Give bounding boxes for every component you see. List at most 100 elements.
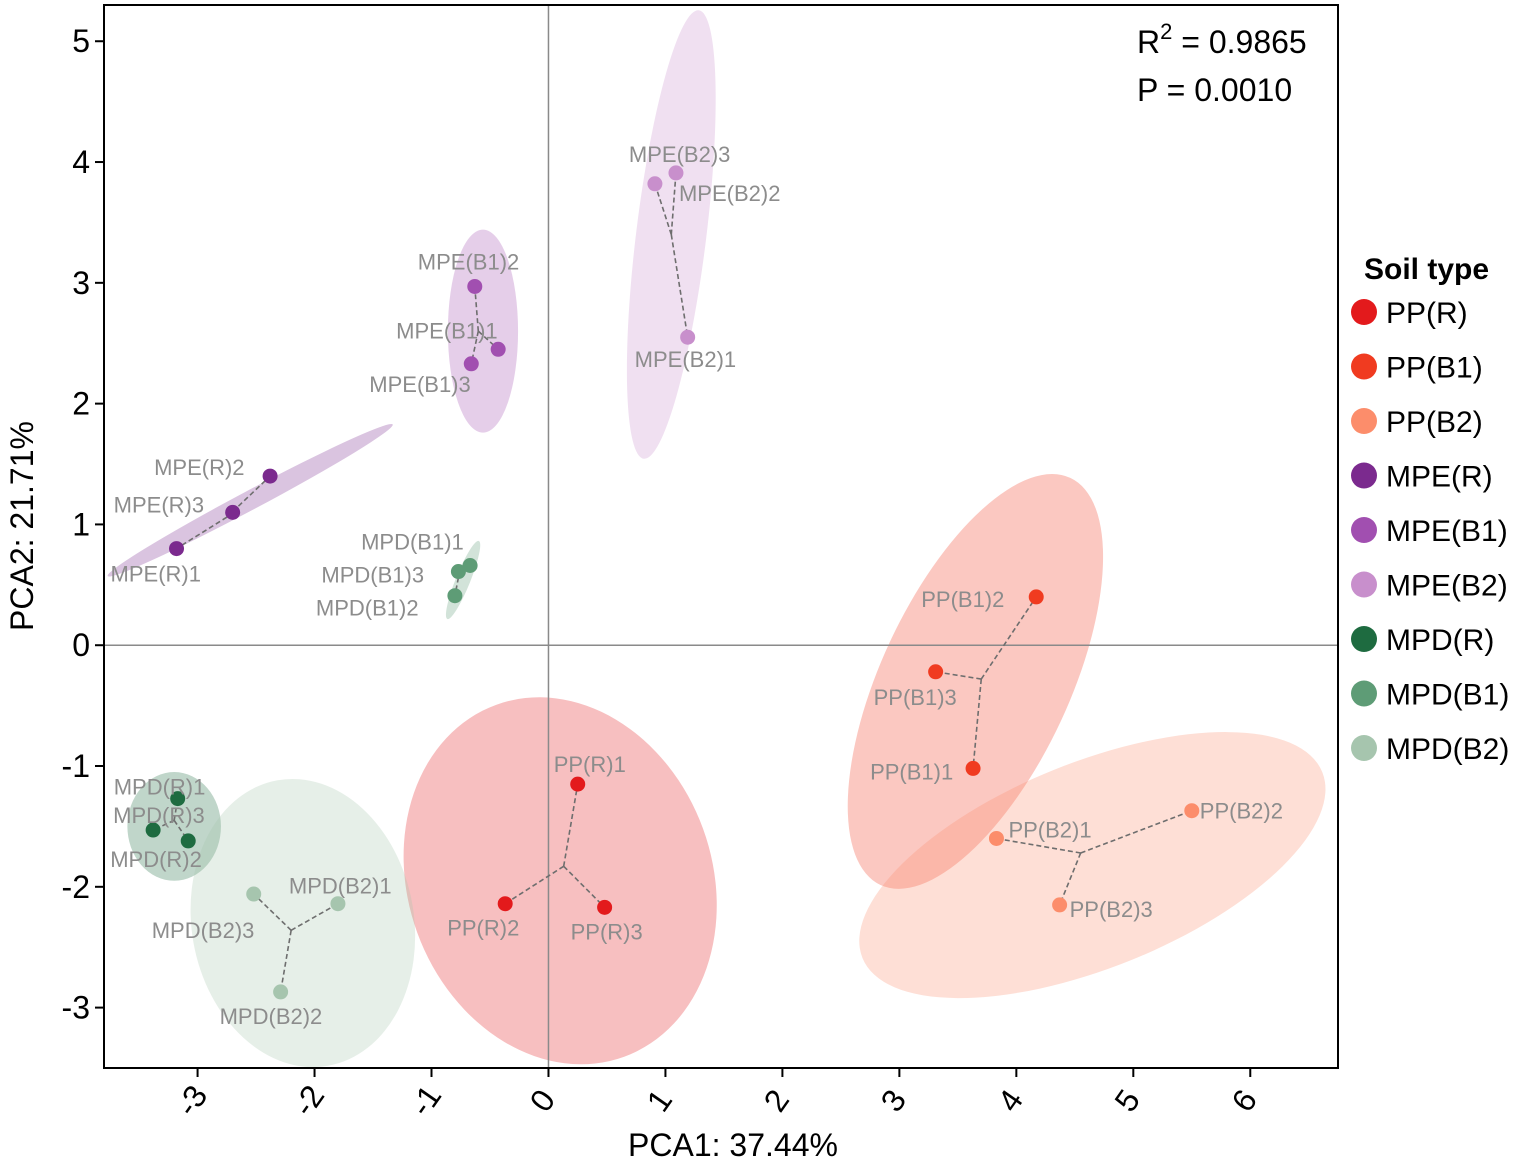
point-label: MPD(B2)3 (152, 918, 255, 943)
legend-marker (1351, 680, 1377, 707)
centroid-spoke (253, 893, 292, 931)
point-label: PP(R)3 (571, 919, 643, 944)
data-point (467, 278, 483, 294)
legend-marker (1351, 571, 1377, 598)
centroid-spoke (290, 903, 339, 931)
x-tick-label: 0 (523, 1083, 563, 1118)
y-tick-label: 3 (72, 265, 90, 301)
label-layer: PP(R)1 PP(R)2 PP(R)3 PP(B1)2 PP(B1)3 PP(B1)1 P… (110, 142, 1283, 1029)
centroid-spoke (1080, 809, 1193, 854)
data-point (450, 564, 466, 580)
y-tick-label: -1 (62, 748, 90, 784)
x-axis-title: PCA1: 37.44% (628, 1127, 838, 1163)
y-axis-title: PCA2: 21.71% (4, 421, 40, 631)
plot-frame (103, 4, 1339, 1069)
legend-label: MPE(B2) (1386, 570, 1508, 603)
y-tick-label: -2 (62, 869, 90, 905)
centroid-spoke (980, 596, 1037, 680)
legend-marker (1351, 353, 1377, 380)
centroid-spoke (176, 516, 228, 550)
point-label: MPD(B2)1 (289, 874, 392, 899)
confidence-ellipse (127, 772, 221, 881)
x-tick-label: -3 (169, 1079, 215, 1123)
data-point (462, 557, 478, 573)
legend-marker (1351, 408, 1377, 434)
centroid-spoke (654, 183, 673, 235)
centroid-spoke (279, 930, 292, 993)
confidence-ellipse (190, 778, 416, 1068)
data-point (273, 984, 289, 1000)
point-label: PP(B2)2 (1200, 799, 1283, 824)
data-point (180, 833, 196, 849)
legend-label: MPD(B1) (1386, 679, 1509, 712)
x-tick-label: 6 (1224, 1083, 1264, 1118)
data-point (668, 165, 684, 181)
data-point (1052, 897, 1068, 913)
centroid-spoke (670, 234, 689, 338)
data-point (597, 899, 613, 915)
legend-marker (1351, 299, 1377, 325)
r-squared-stat: R2 = 0.9865 (1137, 19, 1307, 60)
y-tick-label: 2 (72, 386, 90, 422)
point-label: MPE(B2)1 (635, 347, 736, 372)
y-axis: -3 -2 -1 0 1 2 3 4 5 (62, 23, 104, 1026)
confidence-ellipse (859, 732, 1326, 999)
point-label: MPE(B1)3 (369, 372, 470, 397)
x-tick-label: 5 (1107, 1083, 1147, 1118)
legend-label: MPE(R) (1386, 461, 1493, 494)
confidence-ellipse (107, 424, 393, 577)
legend-label: MPE(B1) (1386, 515, 1508, 548)
centroid-spoke (670, 172, 677, 235)
x-axis: -3 -2 -1 0 1 2 3 4 5 6 (169, 1068, 1264, 1123)
data-point (170, 791, 186, 807)
point-label: MPD(R)2 (110, 847, 202, 872)
legend-marker (1351, 517, 1377, 543)
spoke-layer (152, 172, 1193, 993)
point-label: PP(B1)1 (870, 759, 953, 784)
point-label: PP(B1)2 (921, 587, 1004, 612)
centroid-spoke (972, 678, 983, 769)
point-label: PP(R)2 (447, 916, 519, 941)
legend-title: Soil type (1364, 253, 1489, 286)
data-point (463, 356, 479, 372)
zero-lines (104, 5, 1338, 1068)
data-point (1184, 803, 1200, 819)
point-label: PP(B2)1 (1008, 817, 1091, 842)
data-point (225, 504, 241, 520)
data-point (570, 776, 586, 792)
point-label: MPD(R)3 (113, 803, 205, 828)
legend-label: PP(R) (1386, 297, 1468, 330)
centroid-spoke (563, 865, 606, 908)
point-label: PP(R)1 (554, 752, 626, 777)
centroid-spoke (504, 865, 565, 905)
point-label: MPD(B1)3 (321, 563, 424, 588)
y-tick-label: 0 (72, 627, 90, 663)
legend-label: MPD(R) (1386, 624, 1494, 657)
legend-label: PP(B2) (1386, 406, 1483, 439)
point-label: MPD(B1)2 (316, 596, 419, 621)
legend-marker (1351, 462, 1377, 489)
point-label: PP(B1)3 (874, 685, 957, 710)
legend-marker (1351, 735, 1377, 761)
data-point (988, 830, 1004, 846)
data-point (330, 896, 346, 912)
x-tick-label: 1 (640, 1083, 680, 1118)
data-point (680, 329, 696, 345)
centroid-spoke (1058, 852, 1082, 906)
legend-marker (1351, 626, 1377, 652)
x-tick-label: 3 (873, 1083, 913, 1118)
data-point (647, 176, 663, 192)
y-tick-label: 5 (72, 23, 90, 59)
point-label: MPE(B1)2 (418, 249, 519, 274)
point-label: MPE(R)3 (114, 492, 204, 517)
point-label: MPD(B2)2 (220, 1004, 323, 1029)
x-tick-label: -2 (286, 1079, 332, 1123)
y-tick-label: -3 (62, 990, 90, 1026)
point-layer (145, 165, 1200, 1000)
ellipse-layer (107, 10, 1326, 1068)
y-tick-label: 1 (72, 506, 90, 542)
data-point (1028, 589, 1044, 605)
data-point (490, 341, 506, 357)
legend-label: MPD(B2) (1386, 733, 1509, 766)
